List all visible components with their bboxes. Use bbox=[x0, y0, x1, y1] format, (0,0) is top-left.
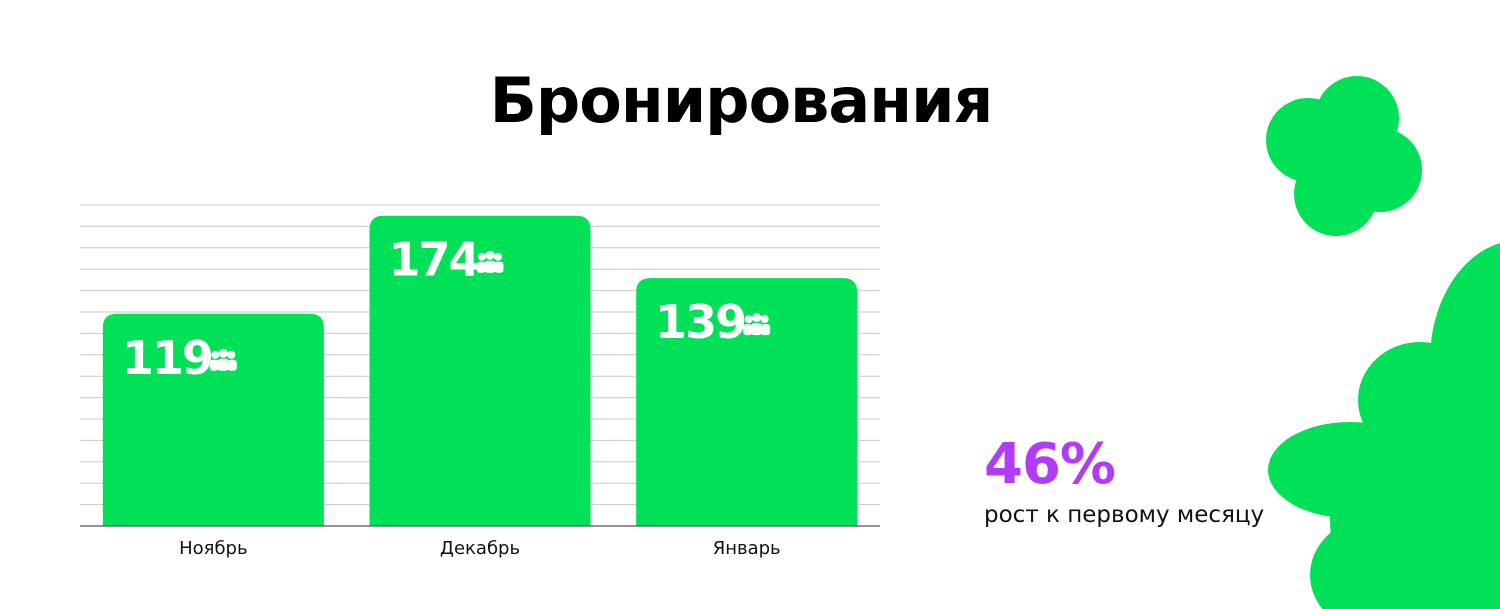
growth-percent: 46% bbox=[984, 432, 1116, 497]
flower-shape-top bbox=[1266, 76, 1422, 236]
flower-shape-bottom bbox=[1268, 243, 1500, 609]
growth-stat: 46% рост к первому месяцу bbox=[984, 430, 1264, 530]
chart-bars: 119 174 139 bbox=[102, 215, 858, 526]
x-tick-label: Декабрь bbox=[440, 538, 520, 559]
x-tick-label: Январь bbox=[713, 538, 781, 559]
x-tick-label: Ноябрь bbox=[179, 538, 248, 559]
chart-title: Бронирования bbox=[489, 64, 994, 137]
bar-value-label: 139 bbox=[655, 295, 745, 349]
bar-value-label: 174 bbox=[389, 233, 479, 287]
people-icon bbox=[476, 250, 504, 273]
bar bbox=[636, 278, 858, 526]
x-axis-labels: Ноябрь Декабрь Январь bbox=[179, 538, 781, 559]
bar bbox=[102, 313, 324, 526]
bar-value-label: 119 bbox=[122, 331, 212, 385]
people-icon bbox=[209, 348, 237, 371]
growth-caption: рост к первому месяцу bbox=[984, 502, 1265, 528]
bar bbox=[369, 215, 591, 526]
people-icon bbox=[743, 313, 771, 336]
